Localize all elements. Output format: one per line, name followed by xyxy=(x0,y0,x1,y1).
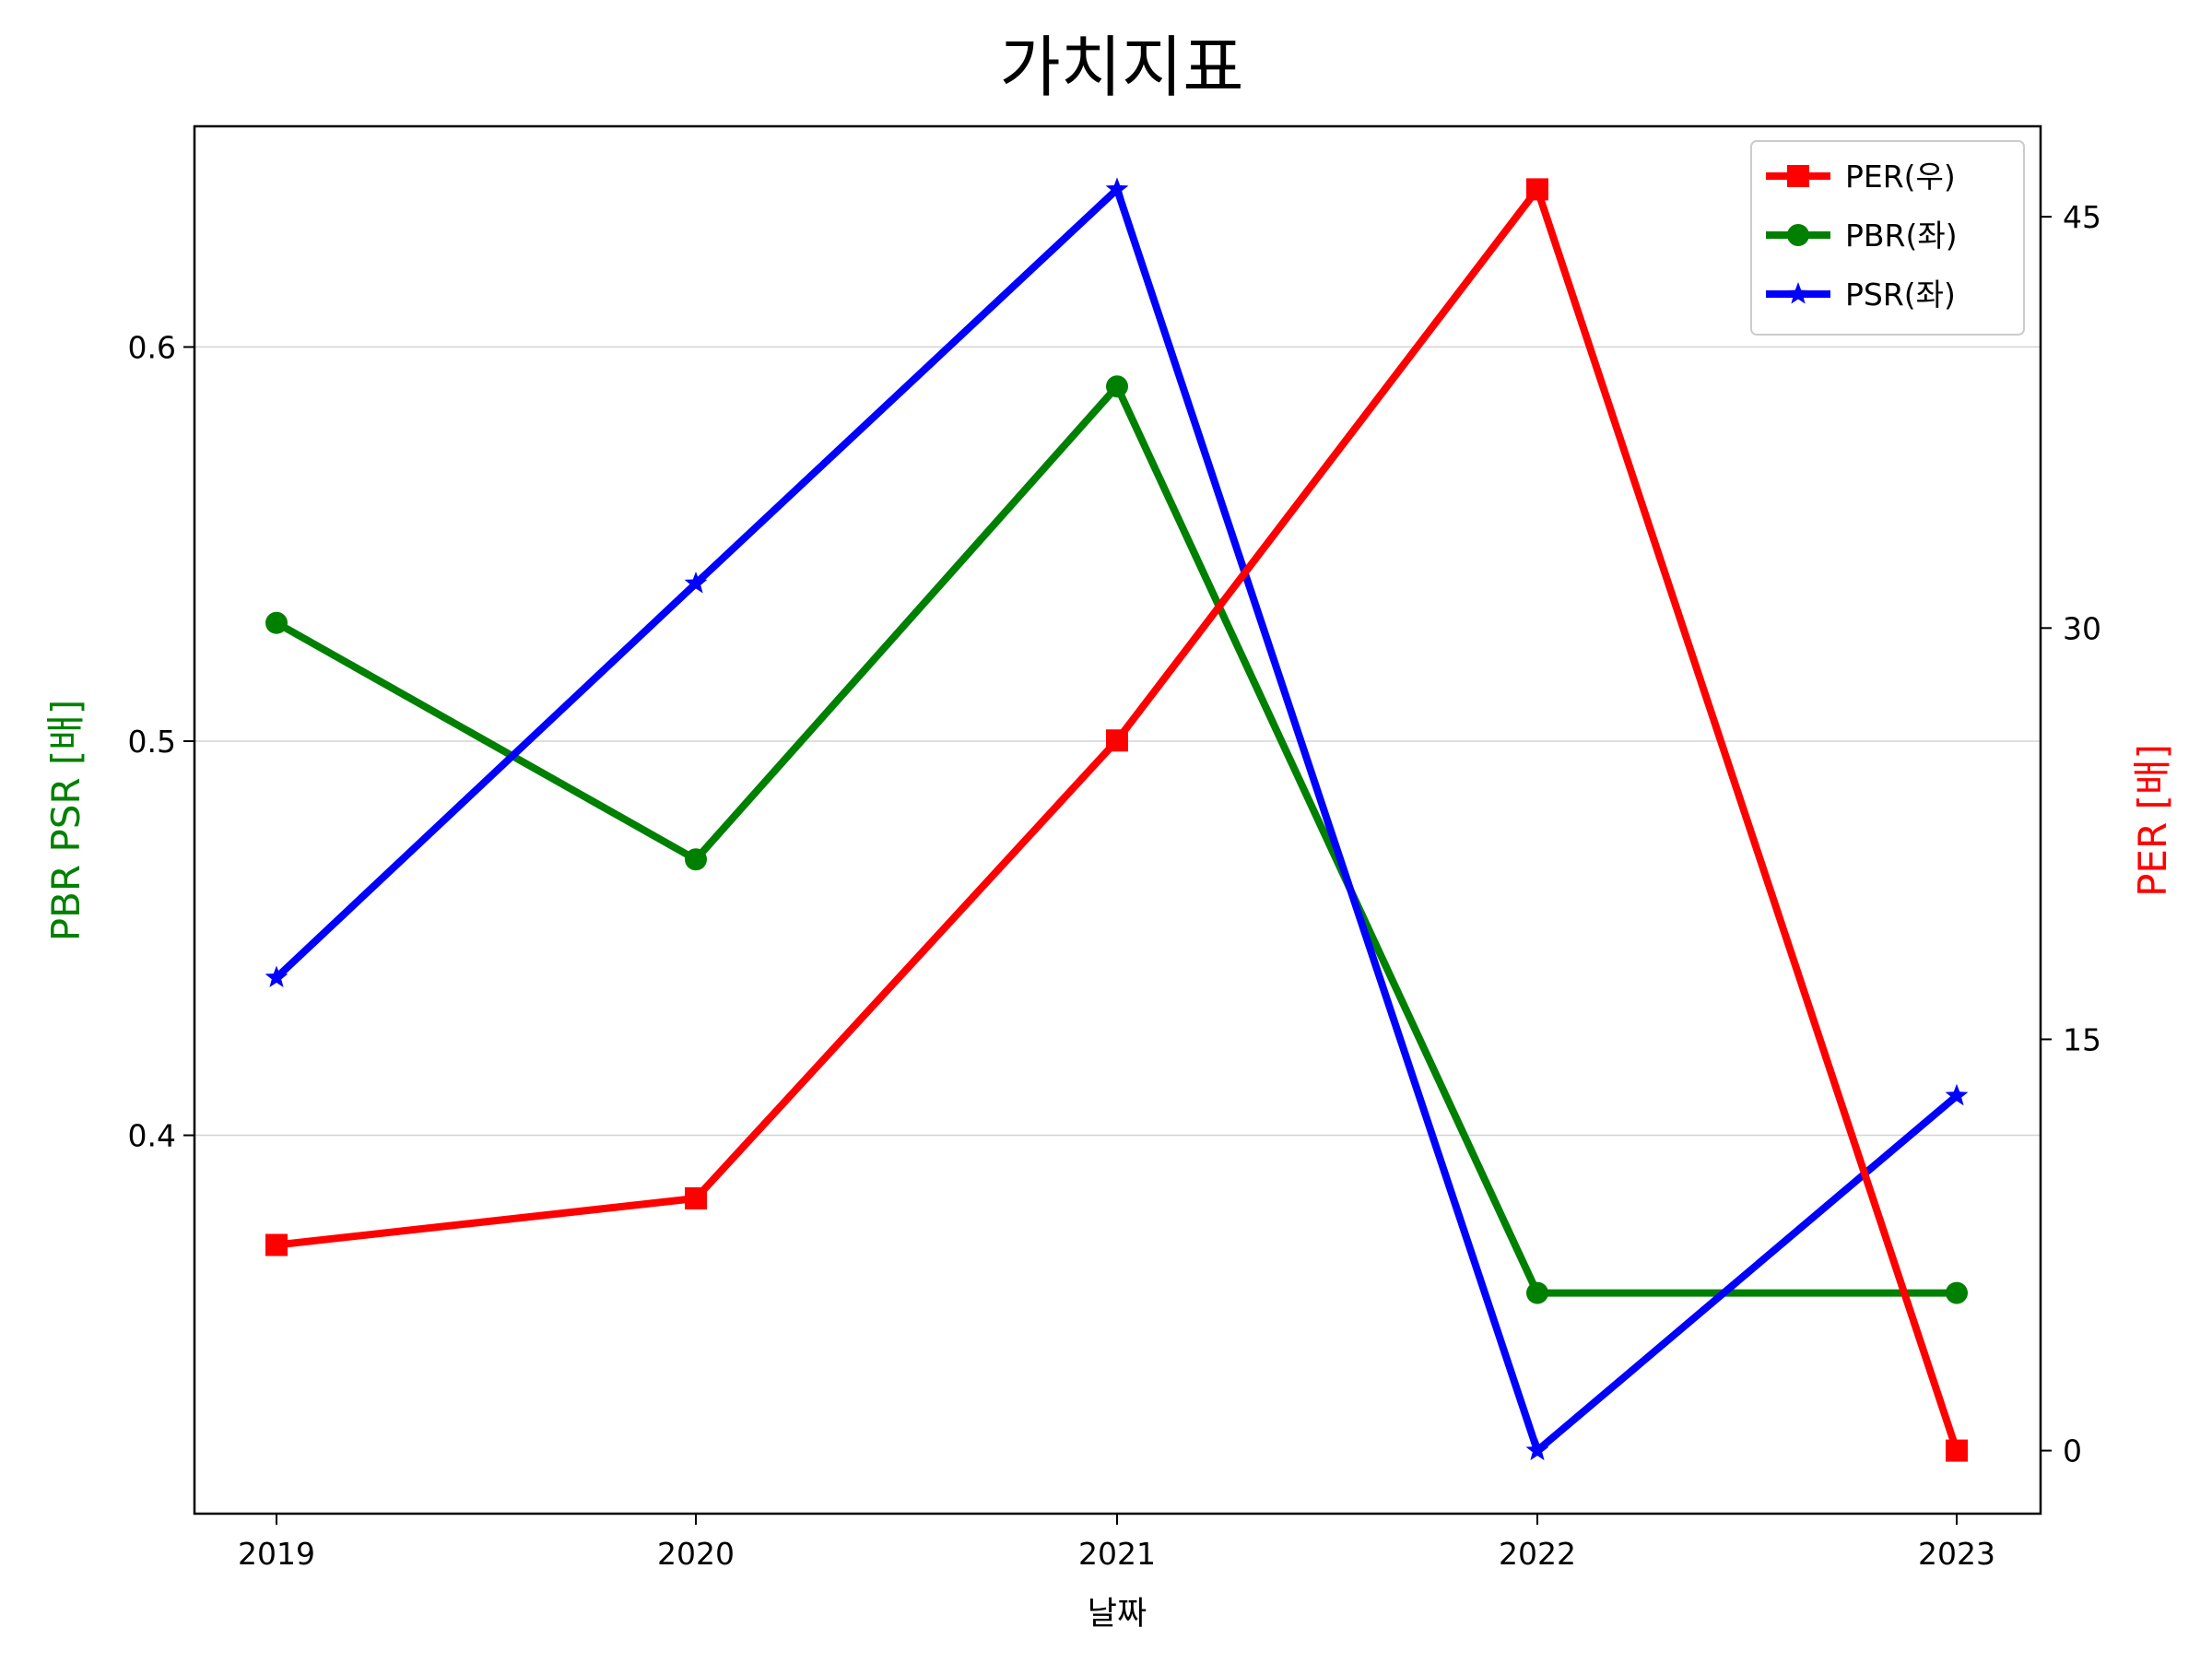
right-y-axis-label: PER [배] xyxy=(2130,744,2175,897)
data-point xyxy=(685,848,707,871)
series-layer xyxy=(265,177,1969,1462)
chart-title: 가치지표 xyxy=(1000,29,1244,106)
x-tick-label: 2023 xyxy=(1918,1536,1995,1572)
data-point xyxy=(1526,178,1548,201)
left-y-axis: 0.4 0.5 0.6 xyxy=(128,329,194,1154)
left-y-axis-label: PBR PSR [배] xyxy=(43,700,88,942)
data-point xyxy=(1525,1438,1549,1461)
data-point xyxy=(265,611,288,634)
legend-item: PBR(좌) xyxy=(1766,218,1958,254)
legend-label: PSR(좌) xyxy=(1845,277,1956,313)
data-point xyxy=(1106,729,1128,752)
legend-label: PER(우) xyxy=(1845,159,1956,195)
data-point xyxy=(1946,1439,1968,1462)
legend-label: PBR(좌) xyxy=(1845,218,1958,254)
data-point xyxy=(1946,1281,1968,1304)
x-tick-label: 2022 xyxy=(1499,1536,1576,1572)
x-axis: 2019 2020 2021 2022 2023 xyxy=(238,1514,1995,1572)
right-y-tick-label: 45 xyxy=(2063,199,2101,235)
data-point xyxy=(685,1186,707,1209)
legend-box xyxy=(1750,140,2025,336)
left-y-tick-label: 0.6 xyxy=(128,329,176,365)
data-point xyxy=(1945,1083,1969,1106)
legend-marker xyxy=(1786,282,1810,304)
legend-marker xyxy=(1787,165,1809,187)
data-point xyxy=(1105,177,1129,199)
right-y-axis: 0 15 30 45 xyxy=(2041,199,2101,1469)
legend-item: PSR(좌) xyxy=(1766,277,1956,313)
data-point xyxy=(265,1233,288,1256)
legend-marker xyxy=(1787,224,1809,246)
x-tick-label: 2021 xyxy=(1078,1536,1156,1572)
x-tick-label: 2020 xyxy=(657,1536,735,1572)
right-y-tick-label: 0 xyxy=(2063,1433,2082,1469)
right-y-tick-label: 15 xyxy=(2063,1021,2101,1057)
legend: PER(우) PBR(좌) PSR(좌) xyxy=(1750,140,2025,336)
x-tick-label: 2019 xyxy=(238,1536,315,1572)
data-point xyxy=(265,965,288,987)
series-PBR(좌) xyxy=(265,375,1968,1304)
x-axis-label: 날짜 xyxy=(1088,1596,1147,1633)
series-PSR(좌) xyxy=(265,177,1969,1461)
left-y-tick-label: 0.5 xyxy=(128,724,176,760)
right-y-tick-label: 30 xyxy=(2063,610,2101,646)
series-line xyxy=(273,383,1960,1297)
data-point xyxy=(1106,375,1128,398)
left-y-tick-label: 0.4 xyxy=(128,1118,176,1154)
legend-item: PER(우) xyxy=(1766,159,1956,195)
data-point xyxy=(684,572,708,594)
series-PER(우) xyxy=(265,178,1968,1462)
data-point xyxy=(1526,1281,1548,1304)
